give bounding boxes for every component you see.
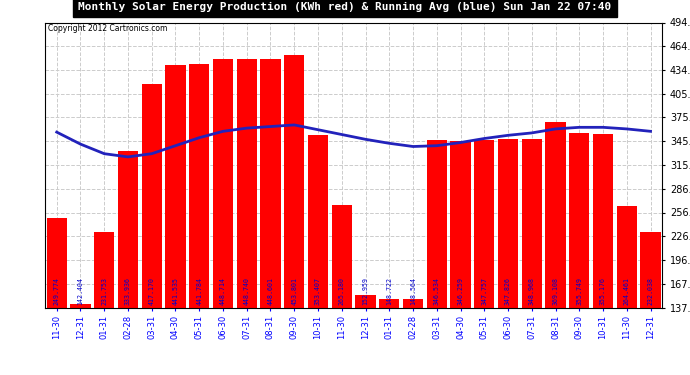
Text: 142.404: 142.404 (77, 277, 83, 305)
Text: 231.753: 231.753 (101, 277, 107, 305)
Text: 265.180: 265.180 (339, 277, 345, 305)
Bar (166, 64, 186, 308)
Bar (522, 138, 542, 308)
Text: 347.757: 347.757 (481, 277, 487, 305)
Text: 448.740: 448.740 (244, 277, 250, 305)
Bar (569, 133, 589, 308)
Bar (426, 141, 447, 308)
Text: 441.535: 441.535 (172, 277, 179, 305)
Text: 353.407: 353.407 (315, 277, 321, 305)
Text: 453.801: 453.801 (291, 277, 297, 305)
Bar (498, 140, 518, 308)
Text: 264.461: 264.461 (624, 277, 630, 305)
Bar (308, 135, 328, 308)
Text: 148.722: 148.722 (386, 277, 392, 305)
Text: 249.774: 249.774 (54, 277, 60, 305)
Bar (47, 218, 67, 308)
Bar (355, 295, 375, 307)
Bar (237, 59, 257, 308)
Bar (94, 232, 115, 308)
Text: 448.714: 448.714 (220, 277, 226, 305)
Bar (640, 232, 660, 308)
Bar (403, 298, 423, 307)
Text: 347.826: 347.826 (505, 277, 511, 305)
Text: Copyright 2012 Cartronics.com: Copyright 2012 Cartronics.com (48, 24, 167, 33)
Text: 348.968: 348.968 (529, 277, 535, 305)
Bar (474, 140, 494, 308)
Bar (141, 84, 162, 308)
Text: 232.038: 232.038 (647, 277, 653, 305)
Text: 152.959: 152.959 (362, 277, 368, 305)
Text: 355.749: 355.749 (576, 277, 582, 305)
Text: 148.564: 148.564 (410, 277, 416, 305)
Text: 346.259: 346.259 (457, 277, 464, 305)
Bar (593, 134, 613, 308)
Text: 441.784: 441.784 (196, 277, 202, 305)
Bar (213, 59, 233, 308)
Bar (260, 59, 281, 308)
Bar (332, 206, 352, 308)
Bar (118, 150, 138, 308)
Bar (617, 206, 637, 308)
Text: 369.108: 369.108 (553, 277, 558, 305)
Bar (380, 298, 400, 307)
Bar (284, 55, 304, 308)
Text: 333.936: 333.936 (125, 277, 131, 305)
Bar (70, 304, 90, 307)
Text: 355.176: 355.176 (600, 277, 606, 305)
Bar (451, 141, 471, 308)
Text: Monthly Solar Energy Production (KWh red) & Running Avg (blue) Sun Jan 22 07:40: Monthly Solar Energy Production (KWh red… (79, 2, 611, 12)
Text: 448.601: 448.601 (268, 277, 273, 305)
Bar (545, 123, 566, 308)
Text: 417.170: 417.170 (149, 277, 155, 305)
Text: 346.534: 346.534 (434, 277, 440, 305)
Bar (189, 64, 209, 308)
